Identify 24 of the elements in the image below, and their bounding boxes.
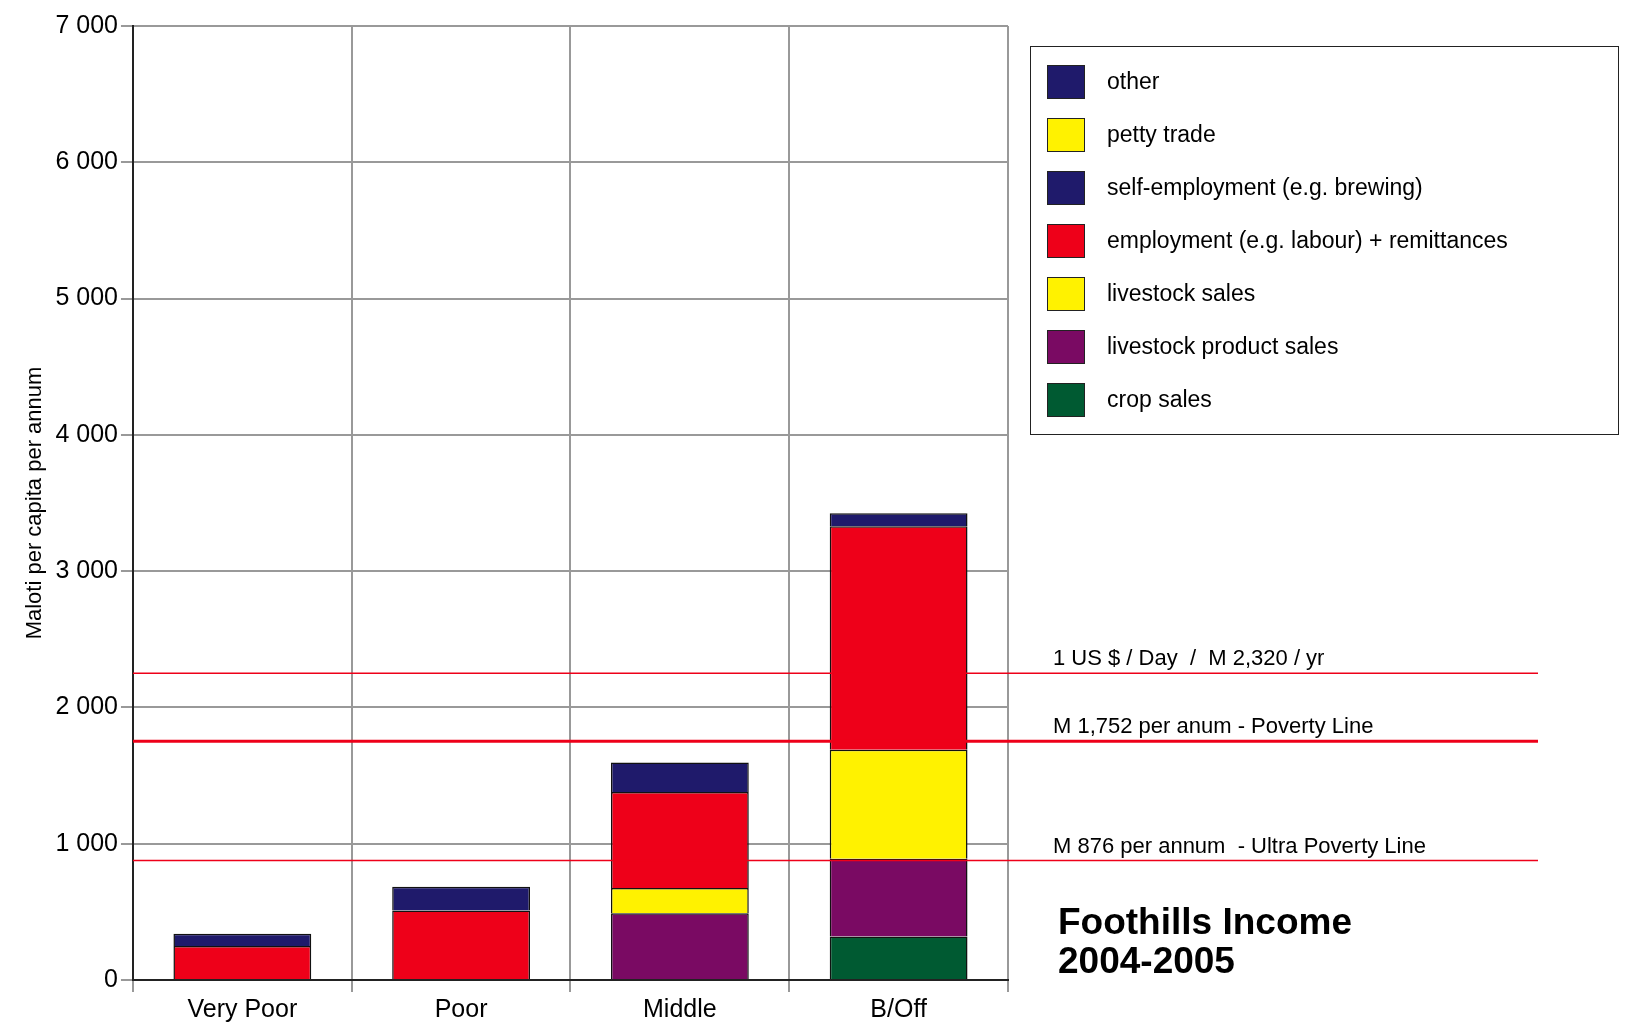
y-tick-label: 5 000 <box>55 282 118 311</box>
y-tick-label: 3 000 <box>55 555 118 584</box>
ref-line-label: M 1,752 per anum - Poverty Line <box>1053 713 1374 739</box>
x-tick-label: Poor <box>434 993 488 1022</box>
y-tick-label: 2 000 <box>55 691 118 720</box>
legend-label: livestock product sales <box>1107 333 1339 360</box>
y-tick-label: 6 000 <box>55 146 118 175</box>
y-tick-label: 1 000 <box>55 827 118 856</box>
y-tick-label: 0 <box>104 963 118 992</box>
legend-label: crop sales <box>1107 386 1212 413</box>
ref-line-label: 1 US $ / Day / M 2,320 / yr <box>1053 645 1325 671</box>
x-tick-label: Middle <box>643 993 717 1022</box>
ref-line-label: M 876 per annum - Ultra Poverty Line <box>1053 832 1426 858</box>
legend-label: employment (e.g. labour) + remittances <box>1107 227 1508 254</box>
legend-label: other <box>1107 68 1160 95</box>
legend-label: petty trade <box>1107 121 1216 148</box>
legend-label: livestock sales <box>1107 280 1256 307</box>
y-tick-label: 7 000 <box>55 9 118 38</box>
x-tick-label: B/Off <box>870 993 927 1022</box>
legend-label: self-employment (e.g. brewing) <box>1107 174 1423 201</box>
x-tick-label: Very Poor <box>187 993 298 1022</box>
y-tick-label: 4 000 <box>55 418 118 447</box>
text: Foothills Income 2004-2005 <box>1058 901 1353 981</box>
y-axis-title: Maloti per capita per annum <box>21 366 47 640</box>
